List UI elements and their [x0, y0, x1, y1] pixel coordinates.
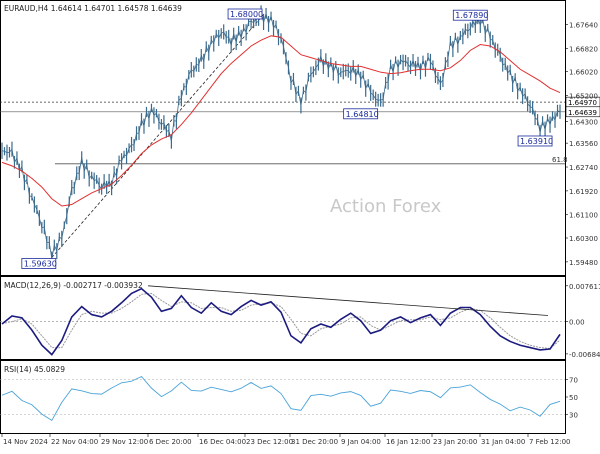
price-tick-label: 1.61100 — [569, 212, 598, 220]
x-tick-label: 22 Nov 04:00 — [51, 438, 98, 446]
x-tick-label: 23 Jan 20:00 — [433, 438, 477, 446]
price-annotation-label: 1.63910 — [520, 137, 553, 146]
price-tick-label: 1.62740 — [569, 164, 598, 172]
rsi-tick-label: 70 — [569, 377, 578, 385]
price-tick-label: 1.63560 — [569, 140, 598, 148]
price-annotation-label: 1.67890 — [455, 11, 488, 20]
price-panel-frame — [0, 0, 566, 276]
price-tick-label: 1.66020 — [569, 69, 598, 77]
macd-tick-label: -0.00684 — [569, 351, 600, 359]
price-annotation-box — [21, 258, 57, 269]
x-tick-label: 9 Jan 04:00 — [341, 438, 381, 446]
x-tick-label: 6 Dec 20:00 — [149, 438, 192, 446]
fib-label: 61.8 — [552, 156, 568, 164]
reference-price-label: 1.64970 — [568, 99, 597, 107]
rsi-panel — [0, 375, 565, 422]
rsi-line — [1, 375, 561, 422]
last-price-box — [565, 106, 600, 118]
price-annotation-box — [452, 9, 488, 21]
macd-tick-label: 0.00 — [569, 319, 585, 327]
rsi-tick-label: 30 — [569, 412, 578, 420]
axes: 1.64970 1.64639 1.67640 1.66820 1.66020 1.652… — [1, 21, 600, 446]
macd-label: MACD(12,26,9) -0.002717 -0.003932 — [4, 281, 143, 290]
x-tick-label: 31 Dec 20:00 — [291, 438, 338, 446]
price-tick-label: 1.66820 — [569, 45, 598, 53]
price-tick-label: 1.64300 — [569, 119, 598, 127]
price-tick-label: 1.65200 — [569, 92, 598, 100]
price-annotation-box — [343, 108, 379, 120]
price-annotation-label: 1.68000 — [230, 10, 263, 19]
macd-panel-frame — [0, 276, 566, 360]
macd-signal-line — [1, 292, 561, 350]
price-annotation-label: 1.64810 — [346, 110, 379, 119]
x-tick-label: 16 Dec 04:00 — [199, 438, 246, 446]
macd-panel — [0, 285, 565, 356]
macd-main-line — [1, 287, 561, 356]
price-tick-label: 1.61920 — [569, 188, 598, 196]
x-tick-label: 16 Jan 12:00 — [386, 438, 430, 446]
x-tick-label: 29 Nov 12:00 — [101, 438, 148, 446]
x-tick-label: 23 Dec 12:00 — [246, 438, 293, 446]
price-annotation-box — [227, 8, 263, 20]
price-tick-label: 1.60300 — [569, 235, 598, 243]
x-tick-label: 14 Nov 2024 — [3, 438, 48, 446]
moving-average-line — [1, 35, 561, 207]
x-tick-label: 31 Jan 04:00 — [481, 438, 525, 446]
price-line — [1, 10, 561, 259]
price-annotation-label: 1.59630 — [24, 259, 57, 268]
rsi-label: RSI(14) 45.0829 — [4, 365, 65, 374]
price-panel: 61.8 1.59630 1.68000 1.64810 1.67890 1.63910 — [0, 5, 568, 269]
trend-line-up — [51, 13, 265, 258]
rsi-tick-label: 50 — [569, 394, 578, 402]
macd-tick-label: 0.007611 — [569, 283, 600, 291]
last-price-label: 1.64639 — [568, 109, 597, 117]
price-annotation-box — [517, 135, 553, 147]
watermark: Action Forex — [330, 196, 442, 217]
chart-header: EURAUD,H4 1.64614 1.64701 1.64578 1.6463… — [4, 4, 182, 13]
x-tick-label: 7 Feb 12:00 — [529, 438, 570, 446]
price-tick-label: 1.67640 — [569, 21, 598, 29]
price-tick-label: 1.59480 — [569, 259, 598, 267]
macd-trend-line — [147, 285, 549, 316]
